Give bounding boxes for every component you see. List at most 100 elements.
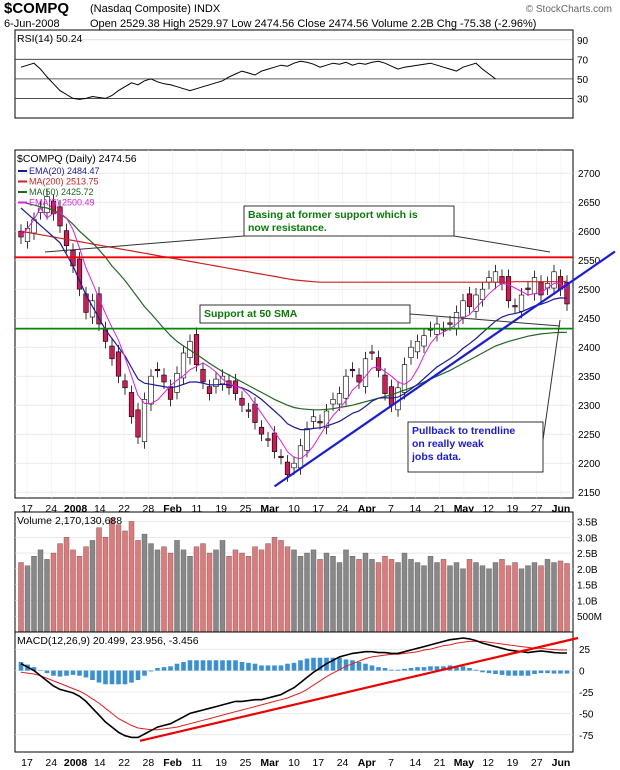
macd-histogram-bar — [155, 668, 160, 671]
volume-bar — [265, 543, 271, 633]
volume-tick-label: 1.5B — [577, 581, 598, 592]
macd-histogram-bar — [44, 670, 50, 674]
macd-x-tick-label: 14 — [410, 757, 422, 769]
macd-histogram-bar — [142, 670, 147, 676]
macd-histogram-bar — [187, 660, 193, 671]
macd-histogram-bar — [311, 657, 316, 671]
macd-histogram-bar — [265, 665, 271, 671]
macd-histogram-bar — [506, 670, 511, 676]
macd-x-tick-label: 24 — [45, 757, 57, 769]
macd-histogram-bar — [564, 670, 570, 674]
candle — [206, 386, 213, 394]
price-x-tick-label: 7 — [388, 503, 394, 515]
volume-bar — [421, 565, 427, 633]
candle — [518, 294, 525, 312]
volume-bar — [518, 568, 525, 633]
volume-bar — [395, 562, 401, 633]
volume-bar — [356, 559, 362, 633]
volume-tick-label: 2.0B — [577, 565, 598, 576]
macd-histogram-bar — [116, 670, 121, 685]
macd-histogram-bar — [213, 660, 219, 671]
candle — [174, 372, 180, 393]
price-x-tick-label: 14 — [94, 503, 106, 515]
price-tick-label: 2600 — [578, 227, 601, 238]
macd-tick-label: -75 — [579, 731, 594, 742]
volume-bar — [245, 556, 252, 633]
volume-bar — [512, 562, 518, 633]
macd-histogram-bar — [278, 665, 284, 671]
macd-x-tick-label: May — [454, 757, 475, 769]
volume-bar — [525, 565, 531, 633]
volume-bar — [63, 537, 70, 633]
candle — [161, 374, 167, 383]
macd-histogram-bar — [291, 662, 297, 671]
candle — [453, 312, 460, 329]
volume-bar — [96, 527, 102, 633]
candle — [109, 345, 115, 360]
price-x-tick-label: 19 — [215, 503, 227, 515]
volume-bar — [128, 521, 135, 633]
volume-bar — [388, 559, 395, 633]
volume-bar — [141, 533, 148, 633]
price-x-tick-label: 21 — [434, 503, 446, 515]
volume-bar — [193, 546, 200, 633]
candle — [200, 368, 206, 383]
pullback-note-text: jobs data. — [411, 451, 461, 463]
macd-histogram-bar — [148, 670, 154, 672]
volume-bar — [382, 556, 388, 633]
macd-x-tick-label: 17 — [21, 757, 33, 769]
volume-bar — [466, 559, 473, 633]
macd-histogram-bar — [402, 668, 407, 671]
macd-histogram-bar — [369, 665, 375, 671]
price-x-tick-label: 19 — [507, 503, 519, 515]
volume-bar — [200, 543, 206, 633]
volume-bar — [102, 537, 109, 633]
macd-line — [20, 637, 567, 739]
macd-histogram-bar — [226, 660, 232, 671]
macd-histogram-bar — [64, 670, 69, 676]
macd-histogram-bar — [382, 668, 388, 671]
candle — [317, 421, 323, 424]
candle — [265, 438, 271, 441]
macd-histogram-bar — [96, 670, 102, 683]
macd-histogram-bar — [109, 670, 115, 685]
candle — [492, 271, 499, 283]
candle — [525, 287, 531, 290]
candle — [304, 428, 310, 451]
candle — [564, 281, 570, 305]
macd-x-tick-label: Apr — [358, 757, 376, 769]
pullback-note-text: Pullback to trendline — [412, 425, 515, 437]
macd-histogram-bar — [454, 666, 459, 671]
candle — [330, 399, 336, 405]
price-tick-label: 2700 — [578, 169, 601, 180]
macd-histogram-bar — [363, 663, 368, 671]
macd-x-tick-label: 2008 — [64, 757, 88, 769]
candle — [148, 375, 154, 405]
candle — [128, 392, 135, 418]
candle — [382, 374, 388, 394]
rsi-tick-label: 90 — [577, 36, 589, 47]
macd-histogram-bar — [350, 660, 355, 671]
macd-histogram-bar — [532, 670, 537, 674]
ma50-line — [20, 201, 568, 411]
volume-bar — [24, 565, 31, 633]
candle — [96, 293, 102, 325]
macd-histogram-bar — [181, 662, 186, 671]
quote-line: Open 2529.38 High 2529.97 Low 2474.56 Cl… — [90, 18, 537, 30]
volume-title: Volume 2,170,130,688 — [17, 515, 122, 527]
candle — [401, 364, 408, 393]
resistance-note-box — [243, 205, 455, 237]
volume-bar — [538, 565, 544, 633]
price-x-tick-label: 10 — [288, 503, 300, 515]
candle — [89, 300, 96, 318]
macd-title: MACD(12,26,9) 20.499, 23.956, -3.456 — [17, 635, 199, 647]
volume-bar — [336, 562, 343, 633]
volume-bar — [122, 530, 128, 633]
macd-histogram-bar — [298, 660, 303, 671]
volume-bar — [37, 549, 44, 633]
macd-histogram-bar — [395, 669, 401, 671]
watermark: © StockCharts.com — [525, 4, 612, 15]
volume-bar — [239, 552, 245, 633]
macd-x-tick-label: 28 — [143, 757, 155, 769]
macd-x-tick-label: 22 — [118, 757, 130, 769]
